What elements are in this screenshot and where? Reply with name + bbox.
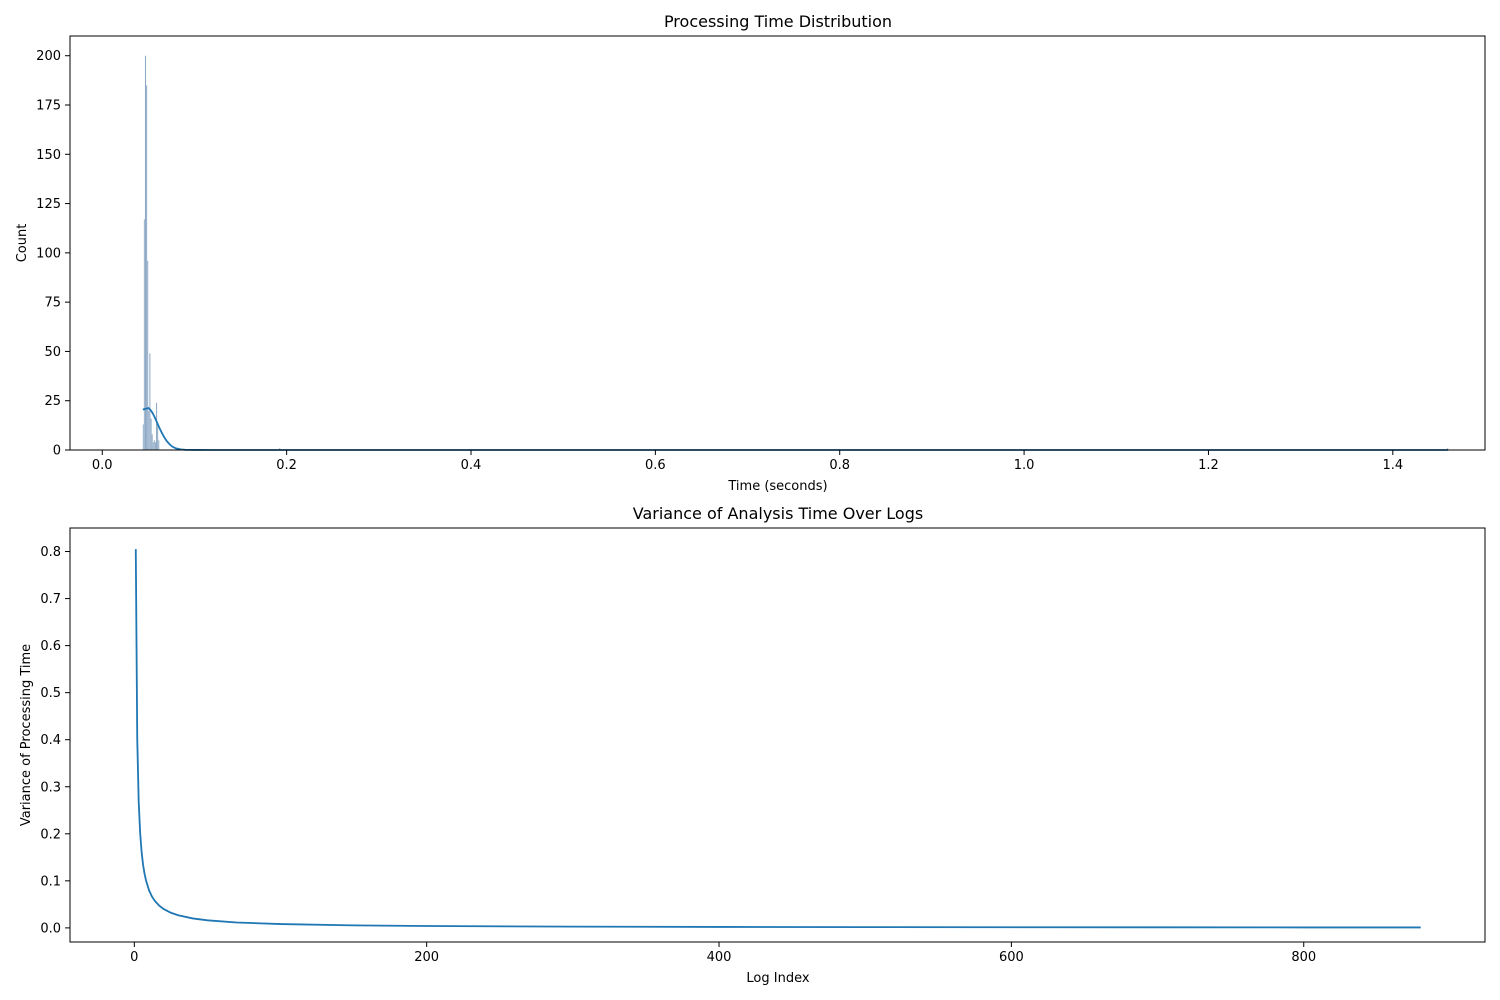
line-chart: Variance of Analysis Time Over Logs 0 200… bbox=[19, 504, 1486, 986]
y-tick-label: 0.7 bbox=[40, 592, 61, 607]
y-tick-label: 0.6 bbox=[40, 639, 61, 654]
x-tick-label: 0 bbox=[130, 950, 138, 965]
variance-line bbox=[134, 549, 1421, 929]
x-axis-label: Time (seconds) bbox=[727, 479, 827, 494]
chart-title: Variance of Analysis Time Over Logs bbox=[633, 504, 923, 523]
histogram-bar bbox=[152, 442, 154, 451]
histogram-bar bbox=[148, 410, 150, 451]
y-tick-label: 100 bbox=[36, 246, 61, 261]
axes-frame bbox=[69, 527, 1486, 943]
y-tick-label: 50 bbox=[44, 345, 61, 360]
x-tick-label: 1.0 bbox=[1014, 458, 1035, 473]
y-tick-label: 0 bbox=[53, 444, 61, 459]
histogram-bar bbox=[153, 440, 155, 451]
kde-line bbox=[142, 406, 1449, 451]
y-tick-label: 175 bbox=[36, 99, 61, 114]
y-tick-label: 125 bbox=[36, 197, 61, 212]
y-axis-label: Variance of Processing Time bbox=[19, 644, 34, 826]
chart-title: Processing Time Distribution bbox=[664, 12, 892, 31]
y-tick-label: 0.1 bbox=[40, 874, 61, 889]
histogram-bar bbox=[143, 219, 146, 451]
x-tick-label: 200 bbox=[414, 950, 439, 965]
histogram-bar bbox=[151, 434, 153, 451]
histogram-bar bbox=[157, 424, 159, 451]
x-tick-label: 0.6 bbox=[645, 458, 666, 473]
histogram-bar bbox=[144, 55, 147, 451]
y-tick-label: 0.4 bbox=[40, 733, 61, 748]
histogram-chart: Processing Time Distribution 0.0 0.2 0.4 0.… bbox=[15, 12, 1486, 494]
x-tick-label: 0.4 bbox=[461, 458, 482, 473]
y-tick-label: 0.3 bbox=[40, 780, 61, 795]
histogram-bar bbox=[147, 260, 149, 451]
x-tick-label: 600 bbox=[999, 950, 1024, 965]
plot-area bbox=[134, 549, 1421, 929]
x-tick-label: 0.0 bbox=[92, 458, 113, 473]
histogram-bar bbox=[145, 85, 148, 451]
y-tick-label: 0.8 bbox=[40, 545, 61, 560]
y-tick-label: 0.0 bbox=[40, 921, 61, 936]
histogram-bar bbox=[155, 402, 158, 451]
x-tick-label: 1.2 bbox=[1198, 458, 1219, 473]
y-tick-label: 75 bbox=[44, 296, 61, 311]
x-tick-label: 0.2 bbox=[276, 458, 297, 473]
axes-frame bbox=[69, 35, 1486, 451]
x-axis: 0.0 0.2 0.4 0.6 0.8 1.0 1.2 1.4 bbox=[92, 450, 1403, 473]
histogram-bar bbox=[150, 418, 152, 451]
x-axis: 0 200 400 600 800 bbox=[130, 942, 1316, 965]
histogram-bar bbox=[149, 353, 151, 451]
histogram-bar bbox=[154, 442, 157, 451]
histogram-bar bbox=[142, 424, 144, 451]
y-tick-label: 0.2 bbox=[40, 827, 61, 842]
y-tick-label: 200 bbox=[36, 49, 61, 64]
x-tick-label: 800 bbox=[1291, 950, 1316, 965]
y-tick-label: 25 bbox=[44, 394, 61, 409]
x-axis-label: Log Index bbox=[746, 971, 809, 986]
y-axis: 0 25 50 75 100 125 150 175 200 bbox=[36, 49, 70, 459]
y-tick-label: 150 bbox=[36, 148, 61, 163]
histogram-bar bbox=[158, 440, 160, 451]
x-tick-label: 400 bbox=[707, 950, 732, 965]
x-tick-label: 1.4 bbox=[1382, 458, 1403, 473]
plot-area bbox=[142, 55, 1449, 451]
y-axis-label: Count bbox=[15, 224, 30, 263]
x-tick-label: 0.8 bbox=[829, 458, 850, 473]
y-tick-label: 0.5 bbox=[40, 686, 61, 701]
y-axis: 0.0 0.1 0.2 0.3 0.4 0.5 0.6 0.7 0.8 bbox=[40, 545, 70, 936]
